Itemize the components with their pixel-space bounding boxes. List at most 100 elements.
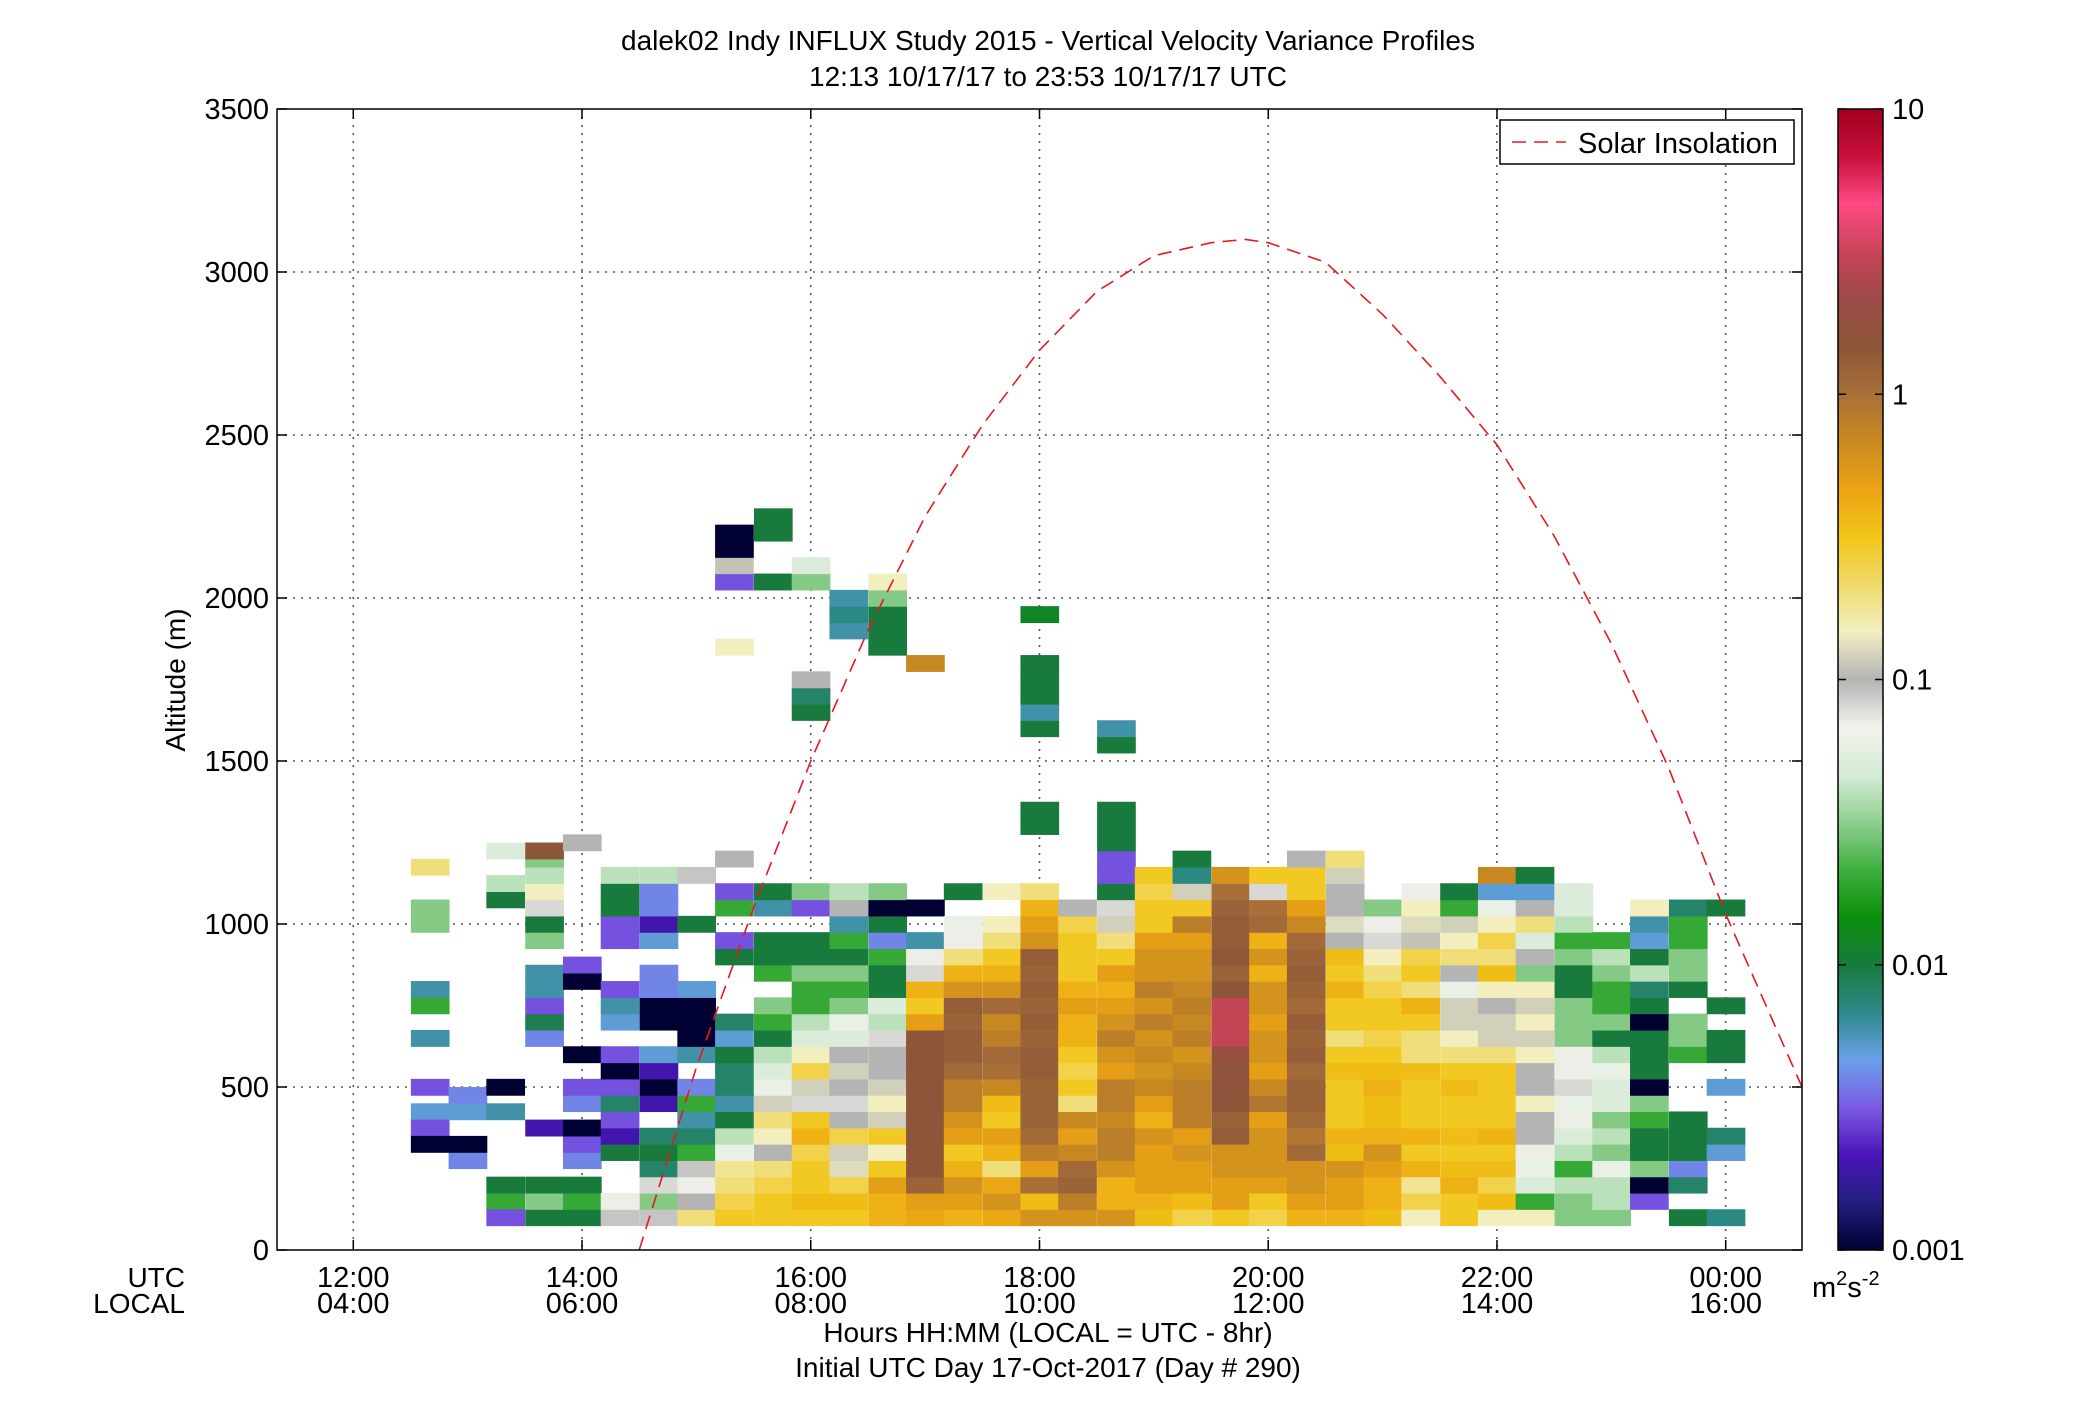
heatmap-cell: [829, 1209, 869, 1227]
heatmap-cell: [1097, 1111, 1136, 1129]
x-tick-label-utc: 14:00: [546, 1262, 619, 1294]
heatmap-cell: [410, 1135, 450, 1153]
y-axis-label: Altitude (m): [160, 608, 191, 751]
heatmap-cell: [1630, 1160, 1669, 1178]
heatmap-cell: [1630, 915, 1669, 933]
heatmap-cell: [1020, 655, 1060, 672]
heatmap-cell: [1401, 932, 1440, 950]
heatmap-cell: [868, 638, 908, 656]
heatmap-cell: [1515, 932, 1555, 950]
heatmap-cell: [639, 1127, 679, 1145]
heatmap-cell: [906, 1160, 945, 1178]
heatmap-cell: [906, 1078, 945, 1096]
heatmap-cell: [1097, 997, 1136, 1015]
heatmap-cell: [1668, 932, 1708, 950]
heatmap-cell: [1401, 1209, 1440, 1227]
heatmap-cell: [1592, 1160, 1631, 1178]
heatmap-cell: [639, 1046, 679, 1064]
heatmap-cell: [600, 866, 640, 884]
heatmap-cell: [1058, 948, 1097, 966]
heatmap-cell: [906, 1062, 945, 1080]
heatmap-cell: [1172, 1192, 1212, 1210]
heatmap-cell: [1020, 964, 1060, 982]
heatmap-cell: [943, 915, 983, 933]
heatmap-cell: [525, 1013, 564, 1031]
heatmap-cell: [1020, 883, 1060, 901]
heatmap-cell: [715, 1192, 754, 1210]
heatmap-cell: [1134, 964, 1174, 982]
heatmap-cell: [1172, 915, 1212, 933]
heatmap-cell: [1325, 915, 1365, 933]
heatmap-cell: [562, 1095, 602, 1113]
heatmap-cell: [906, 1013, 945, 1031]
heatmap-cell: [1325, 1144, 1365, 1161]
heatmap-cell: [1172, 1029, 1212, 1047]
y-tick-label: 0: [253, 1235, 269, 1267]
heatmap-cell: [1554, 948, 1594, 966]
heatmap-cell: [1554, 1192, 1594, 1210]
heatmap-cell: [1706, 1127, 1746, 1145]
axis-ticks: 050010001500200025003000350012:0004:0014…: [204, 94, 1802, 1320]
heatmap-cell: [791, 1095, 831, 1113]
heatmap-cell: [753, 1209, 793, 1227]
heatmap-cell: [1630, 1095, 1669, 1113]
heatmap-cell: [1554, 997, 1594, 1015]
heatmap-cell: [1477, 1144, 1517, 1161]
heatmap-cell: [1172, 883, 1212, 901]
heatmap-cell: [1172, 1095, 1212, 1113]
heatmap-cell: [829, 1160, 869, 1178]
heatmap-cell: [1477, 1029, 1517, 1047]
heatmap-cell: [677, 1046, 717, 1064]
heatmap-cell: [753, 883, 793, 901]
heatmap-cell: [1477, 915, 1517, 933]
heatmap-cell: [677, 1192, 717, 1210]
heatmap-cell: [1440, 948, 1479, 966]
heatmap-cell: [1134, 1111, 1174, 1129]
heatmap-cell: [600, 1078, 640, 1096]
heatmap-cell: [715, 883, 754, 901]
y-tick-label: 1000: [204, 909, 269, 941]
heatmap-cell: [943, 883, 983, 901]
heatmap-cell: [1515, 1029, 1555, 1047]
heatmap-cell: [1211, 1127, 1251, 1145]
heatmap-cell: [562, 1176, 602, 1194]
heatmap-cell: [1020, 981, 1060, 998]
heatmap-cell: [753, 997, 793, 1015]
heatmap-cell: [1401, 997, 1440, 1015]
heatmap-cell: [1020, 1160, 1060, 1178]
heatmap-cell: [753, 1062, 793, 1080]
heatmap-cell: [562, 972, 602, 990]
heatmap-cell: [1097, 964, 1136, 982]
heatmap-cell: [715, 1046, 754, 1064]
heatmap-cell: [1554, 1046, 1594, 1064]
heatmap-cell: [1249, 1046, 1288, 1064]
heatmap-cell: [791, 1192, 831, 1210]
heatmap-cell: [868, 1160, 908, 1178]
heatmap-cell: [677, 1013, 717, 1031]
heatmap-cell: [1286, 1078, 1326, 1096]
heatmap-cell: [868, 1013, 908, 1031]
heatmap-cell: [715, 557, 754, 575]
heatmap-cell: [1097, 899, 1136, 917]
heatmap-cell: [982, 1029, 1022, 1047]
heatmap-cell: [1286, 1144, 1326, 1161]
heatmap-cell: [753, 1013, 793, 1031]
heatmap-cell: [1477, 866, 1517, 884]
heatmap-cell: [715, 932, 754, 950]
heatmap-cell: [1286, 1111, 1326, 1129]
heatmap-cell: [600, 1209, 640, 1227]
heatmap-cell: [677, 915, 717, 933]
heatmap-cell: [448, 1152, 488, 1170]
heatmap-cell: [1211, 981, 1251, 998]
heatmap-cell: [868, 948, 908, 966]
heatmap-cell: [1211, 1095, 1251, 1113]
heatmap-cell: [1286, 981, 1326, 998]
heatmap-cell: [1097, 1144, 1136, 1161]
heatmap-cell: [1134, 981, 1174, 998]
heatmap-cell: [639, 1144, 679, 1161]
heatmap-cell: [1477, 1176, 1517, 1194]
heatmap-cell: [1020, 915, 1060, 933]
heatmap-cell: [1477, 1046, 1517, 1064]
heatmap-cell: [1515, 899, 1555, 917]
heatmap-cell: [1097, 818, 1136, 835]
